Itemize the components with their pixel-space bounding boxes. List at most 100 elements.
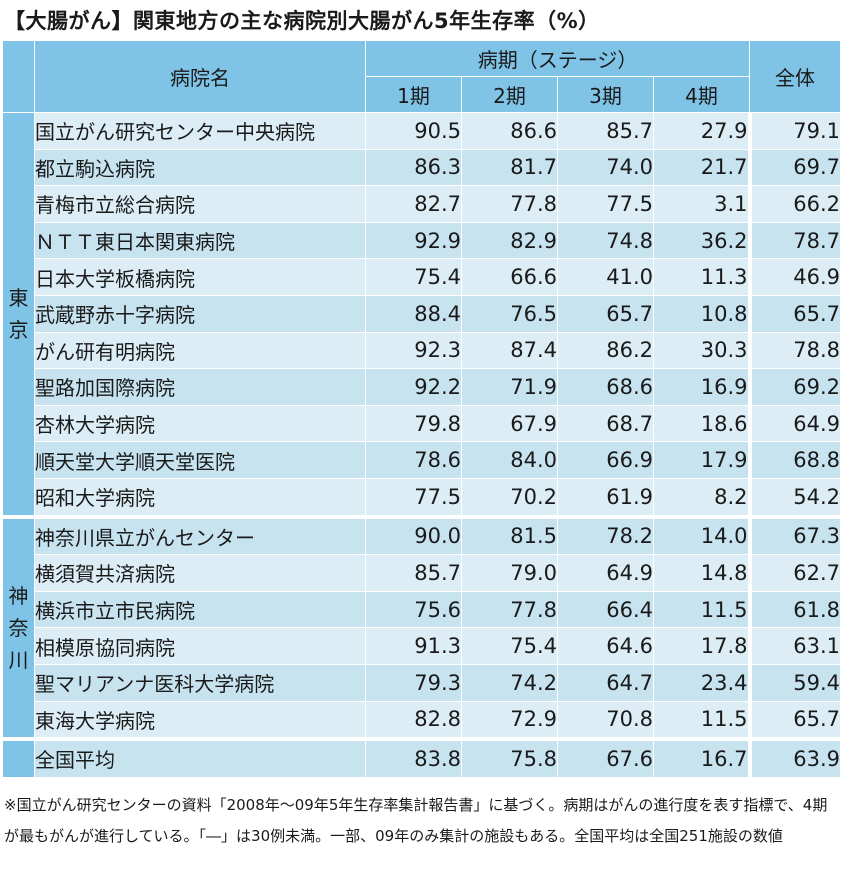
table-row: がん研有明病院 92.3 87.4 86.2 30.3 78.8 — [3, 331, 842, 370]
table-row: 昭和大学病院 77.5 70.2 61.9 8.2 54.2 — [3, 477, 842, 518]
table-row: 横浜市立市民病院 75.6 77.8 66.4 11.5 61.8 — [3, 590, 842, 629]
region-label-char: 京 — [8, 317, 29, 342]
stage-rate-cell: 66.6 — [461, 258, 558, 296]
total-rate-cell: 69.7 — [747, 148, 842, 187]
total-rate-cell: 46.9 — [747, 258, 842, 296]
table-row: 青梅市立総合病院 82.7 77.8 77.5 3.1 66.2 — [3, 185, 842, 223]
header-total: 全体 — [749, 40, 842, 113]
hospital-name: 聖路加国際病院 — [34, 368, 366, 406]
header-stage-3: 3期 — [557, 76, 654, 113]
table-row: 横須賀共済病院 85.7 79.0 64.9 14.8 62.7 — [3, 554, 842, 592]
hospital-name: ＮＴＴ東日本関東病院 — [34, 221, 366, 260]
hospital-name: 日本大学板橋病院 — [34, 258, 366, 296]
stage-rate-cell: 86.6 — [461, 112, 558, 150]
stage-rate-cell: 82.9 — [461, 221, 558, 260]
stage-rate-cell: 18.6 — [652, 404, 751, 443]
stage-rate-cell: 77.5 — [557, 185, 654, 223]
stage-rate-cell: 74.2 — [461, 663, 558, 702]
stage-rate-cell: 75.4 — [365, 258, 462, 296]
total-rate-cell: 62.7 — [747, 554, 842, 592]
stage-rate-cell: 72.9 — [461, 700, 558, 740]
stage-rate-cell: 86.2 — [557, 331, 654, 370]
stage-rate-cell: 90.0 — [365, 514, 462, 556]
stage-rate-cell: 36.2 — [652, 221, 751, 260]
stage-rate-cell: 27.9 — [652, 112, 751, 150]
total-rate-cell: 63.1 — [747, 627, 842, 665]
national-average-row: 全国平均 83.8 75.8 67.6 16.7 63.9 — [2, 737, 842, 778]
hospital-name: 横浜市立市民病院 — [34, 590, 366, 629]
total-rate-cell: 64.9 — [747, 404, 842, 443]
header-hospital: 病院名 — [34, 40, 366, 113]
stage-rate-cell: 16.7 — [652, 737, 751, 778]
stage-rate-cell: 92.2 — [365, 368, 462, 406]
stage-rate-cell: 82.8 — [365, 700, 462, 740]
hospital-name: 順天堂大学順天堂医院 — [34, 441, 366, 479]
hospital-name: 横須賀共済病院 — [34, 554, 366, 592]
hospital-name: がん研有明病院 — [34, 331, 366, 370]
region-label-char: 神 — [8, 583, 29, 608]
hospital-name: 昭和大学病院 — [34, 477, 366, 518]
total-rate-cell: 65.7 — [747, 294, 842, 333]
stage-rate-cell: 68.6 — [557, 368, 654, 406]
table-row: 東海大学病院 82.8 72.9 70.8 11.5 65.7 — [3, 700, 842, 740]
stage-rate-cell: 66.9 — [557, 441, 654, 479]
stage-rate-cell: 92.9 — [365, 221, 462, 260]
table-row: 聖路加国際病院 92.2 71.9 68.6 16.9 69.2 — [3, 368, 842, 406]
page-title: 【大腸がん】関東地方の主な病院別大腸がん5年生存率（%） — [4, 9, 600, 33]
stage-rate-cell: 8.2 — [652, 477, 751, 518]
total-rate-cell: 54.2 — [747, 477, 842, 518]
stage-rate-cell: 84.0 — [461, 441, 558, 479]
stage-rate-cell: 14.0 — [652, 514, 751, 556]
stage-rate-cell: 3.1 — [652, 185, 751, 223]
stage-rate-cell: 78.6 — [365, 441, 462, 479]
stage-rate-cell: 14.8 — [652, 554, 751, 592]
stage-rate-cell: 79.0 — [461, 554, 558, 592]
stage-rate-cell: 17.9 — [652, 441, 751, 479]
hospital-name: 相模原協同病院 — [34, 627, 366, 665]
stage-rate-cell: 74.8 — [557, 221, 654, 260]
stage-rate-cell: 16.9 — [652, 368, 751, 406]
region-label: 東京 — [2, 111, 35, 518]
stage-rate-cell: 65.7 — [557, 294, 654, 333]
table-row: 日本大学板橋病院 75.4 66.6 41.0 11.3 46.9 — [3, 258, 842, 296]
hospital-name: 聖マリアンナ医科大学病院 — [34, 663, 366, 702]
total-rate-cell: 79.1 — [747, 112, 842, 150]
stage-rate-cell: 82.7 — [365, 185, 462, 223]
header-stage-4: 4期 — [652, 76, 751, 113]
hospital-name: 都立駒込病院 — [34, 148, 366, 187]
table-row: ＮＴＴ東日本関東病院 92.9 82.9 74.8 36.2 78.7 — [3, 221, 842, 260]
region-label-char: 東 — [8, 285, 29, 310]
region-label-char: 川 — [8, 647, 29, 672]
stage-rate-cell: 11.5 — [652, 590, 751, 629]
total-rate-cell: 63.9 — [747, 737, 842, 778]
stage-rate-cell: 64.6 — [557, 627, 654, 665]
region-label-char: 奈 — [8, 615, 29, 640]
stage-rate-cell: 64.7 — [557, 663, 654, 702]
hospital-name: 武蔵野赤十字病院 — [34, 294, 366, 333]
stage-rate-cell: 77.8 — [461, 590, 558, 629]
stage-rate-cell: 81.7 — [461, 148, 558, 187]
table-row: 杏林大学病院 79.8 67.9 68.7 18.6 64.9 — [3, 404, 842, 443]
total-rate-cell: 59.4 — [747, 663, 842, 702]
stage-rate-cell: 79.8 — [365, 404, 462, 443]
stage-rate-cell: 11.5 — [652, 700, 751, 740]
stage-rate-cell: 67.6 — [557, 737, 654, 778]
stage-rate-cell: 11.3 — [652, 258, 751, 296]
footnote: ※国立がん研究センターの資料「2008年〜09年5年生存率集計報告書」に基づく。… — [4, 796, 828, 845]
average-region-cell — [2, 737, 35, 778]
stage-rate-cell: 70.2 — [461, 477, 558, 518]
national-average-label: 全国平均 — [34, 737, 366, 778]
survival-rate-table: 病院名 病期（ステージ） 全体 1期 2期 3期 4期 東京国立がん研究センター… — [2, 40, 842, 778]
stage-rate-cell: 83.8 — [365, 737, 462, 778]
stage-rate-cell: 23.4 — [652, 663, 751, 702]
hospital-name: 国立がん研究センター中央病院 — [34, 112, 366, 150]
header-stage-group: 病期（ステージ） — [364, 40, 751, 77]
stage-rate-cell: 74.0 — [557, 148, 654, 187]
header-row-2: 1期 2期 3期 4期 — [3, 76, 841, 113]
stage-rate-cell: 10.8 — [652, 294, 751, 333]
stage-rate-cell: 86.3 — [365, 148, 462, 187]
stage-rate-cell: 90.5 — [365, 112, 462, 150]
stage-rate-cell: 75.8 — [461, 737, 558, 778]
table-row: 順天堂大学順天堂医院 78.6 84.0 66.9 17.9 68.8 — [3, 441, 842, 479]
table-row: 武蔵野赤十字病院 88.4 76.5 65.7 10.8 65.7 — [3, 294, 842, 333]
